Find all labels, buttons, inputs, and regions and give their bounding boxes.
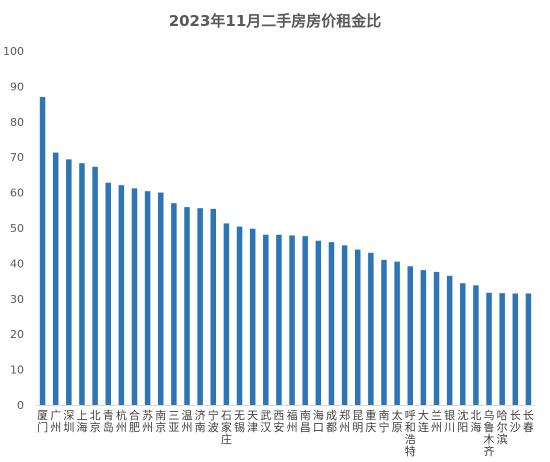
- y-tick-label: 0: [17, 399, 24, 412]
- bar: [118, 185, 125, 405]
- x-tick-label: 银川: [444, 408, 455, 434]
- y-tick-label: 100: [3, 45, 24, 58]
- bar: [171, 203, 177, 405]
- bar: [341, 245, 348, 405]
- bar: [499, 293, 505, 405]
- x-tick-label: 青岛: [103, 409, 114, 434]
- bar: [381, 259, 387, 405]
- bar: [236, 226, 243, 405]
- bar: [433, 271, 440, 405]
- x-tick-label: 温州: [182, 409, 193, 434]
- bar: [407, 266, 414, 405]
- bar: [460, 283, 466, 405]
- x-tick-label: 大连: [418, 408, 429, 434]
- bar: [263, 234, 269, 405]
- x-tick-label: 厦门: [37, 409, 48, 434]
- bar: [420, 270, 427, 405]
- bar: [249, 228, 256, 405]
- x-tick-label: 北海: [470, 409, 481, 434]
- bar: [223, 223, 230, 405]
- bar: [92, 166, 98, 405]
- x-tick-label: 无锡: [234, 409, 245, 434]
- bar: [394, 261, 400, 405]
- bar: [473, 285, 479, 405]
- x-tick-label: 三亚: [168, 409, 179, 434]
- y-tick-label: 90: [10, 80, 24, 93]
- x-tick-label: 南昌: [300, 409, 311, 434]
- x-tick-label: 兰州: [431, 409, 442, 434]
- x-tick-label: 重庆: [365, 408, 376, 434]
- bar: [66, 159, 72, 405]
- bar: [276, 234, 282, 405]
- bar: [302, 236, 308, 405]
- x-tick-label: 南宁: [378, 409, 389, 434]
- x-tick-label: 合肥: [129, 408, 140, 434]
- bar: [52, 152, 59, 405]
- y-axis: 0 10 20 30 40 50 60 70 80 90 100: [3, 45, 535, 412]
- bar: [525, 293, 532, 405]
- bar: [197, 208, 203, 405]
- bars: [39, 97, 532, 406]
- x-tick-label: 石家庄: [221, 409, 232, 446]
- x-tick-label: 郑州: [339, 408, 350, 434]
- y-tick-label: 70: [10, 151, 24, 164]
- bar: [39, 97, 46, 406]
- x-tick-label: 沈阳: [457, 408, 468, 434]
- x-tick-label: 南京: [155, 409, 166, 434]
- x-tick-label: 杭州: [116, 408, 127, 434]
- bar: [144, 191, 151, 405]
- bar: [512, 293, 519, 405]
- x-tick-label: 福州: [287, 408, 298, 434]
- x-tick-label: 长春: [523, 409, 534, 434]
- y-tick-label: 40: [10, 257, 24, 270]
- chart-title: 2023年11月二手房房价租金比: [168, 12, 382, 30]
- y-tick-label: 60: [10, 187, 24, 200]
- bar: [486, 292, 492, 405]
- bar: [105, 182, 111, 405]
- x-tick-label: 苏州: [142, 409, 153, 434]
- y-tick-label: 80: [10, 116, 24, 129]
- bar: [354, 249, 361, 405]
- bar: [289, 235, 295, 405]
- y-tick-label: 50: [10, 222, 24, 235]
- x-tick-label: 武汉: [260, 409, 271, 434]
- x-tick-label: 昆明: [352, 409, 363, 434]
- y-tick-label: 20: [10, 328, 24, 341]
- y-tick-label: 30: [10, 293, 24, 306]
- x-tick-label: 长沙: [510, 409, 521, 434]
- bar: [79, 163, 85, 405]
- bar: [315, 240, 322, 405]
- bar: [328, 242, 335, 405]
- x-tick-label: 乌鲁木齐: [484, 408, 495, 458]
- bar: [368, 252, 374, 405]
- x-tick-label: 北京: [90, 409, 101, 434]
- x-tick-label: 成都: [326, 409, 337, 434]
- bar: [157, 192, 164, 405]
- x-tick-label: 海口: [313, 408, 324, 434]
- x-tick-label: 广州: [50, 409, 61, 434]
- x-tick-label: 深圳: [63, 409, 74, 434]
- x-tick-label: 济南: [195, 408, 206, 434]
- x-axis-labels: 厦门广州深圳上海北京青岛杭州合肥苏州南京三亚温州济南宁波石家庄无锡天津武汉西安福…: [37, 408, 534, 458]
- x-tick-label: 宁波: [208, 408, 219, 434]
- x-tick-label: 呼和浩特: [405, 409, 416, 458]
- bar: [184, 207, 190, 405]
- bar: [131, 188, 138, 405]
- bar: [446, 275, 453, 405]
- x-tick-label: 天津: [247, 409, 258, 434]
- bar: [210, 208, 217, 405]
- x-tick-label: 上海: [76, 409, 87, 434]
- x-tick-label: 西安: [273, 409, 284, 434]
- y-tick-label: 10: [10, 364, 24, 377]
- x-tick-label: 太原: [392, 409, 403, 434]
- x-tick-label: 哈尔滨: [497, 409, 508, 446]
